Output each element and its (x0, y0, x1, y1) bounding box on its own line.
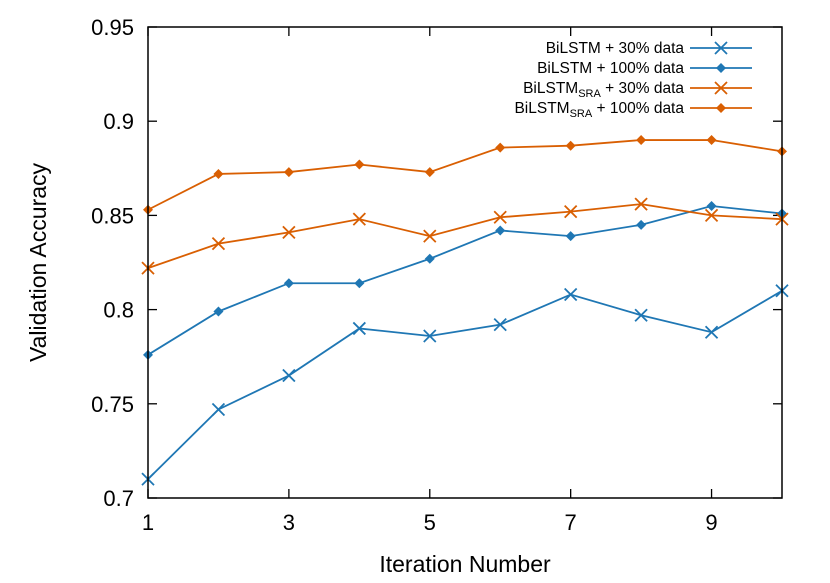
legend-marker (716, 103, 726, 113)
x-tick-label: 5 (424, 510, 436, 535)
data-point (283, 278, 294, 289)
data-point (213, 168, 224, 179)
y-axis-title: Validation Accuracy (25, 162, 51, 362)
x-tick-label: 1 (142, 510, 154, 535)
x-tick-label: 3 (283, 510, 295, 535)
legend-entry: BiLSTM + 30% data (546, 40, 752, 57)
data-point (354, 278, 365, 289)
y-tick-label: 0.8 (103, 298, 134, 323)
legend-label: BiLSTMSRA + 30% data (523, 80, 684, 100)
data-point (706, 135, 717, 146)
data-point (354, 159, 365, 170)
data-point (636, 135, 647, 146)
y-tick-label: 0.75 (91, 392, 134, 417)
data-point (282, 368, 296, 383)
data-point (704, 325, 719, 339)
data-point (634, 197, 648, 211)
legend-entry: BiLSTMSRA + 100% data (514, 100, 752, 120)
data-point (636, 219, 647, 230)
data-point (493, 318, 507, 332)
data-point (565, 140, 576, 151)
data-point (211, 402, 226, 417)
data-point (565, 231, 576, 242)
series-line (147, 203, 783, 270)
y-tick-label: 0.95 (91, 15, 134, 40)
legend-label: BiLSTM + 30% data (546, 40, 685, 57)
y-tick-label: 0.85 (91, 203, 134, 228)
series-line (147, 289, 783, 480)
y-tick-label: 0.7 (103, 486, 134, 511)
data-point (495, 225, 506, 236)
data-point (424, 253, 435, 264)
legend: BiLSTM + 30% data BiLSTM + 100% data BiLST… (514, 40, 752, 120)
data-point (493, 210, 507, 224)
legend-marker (714, 81, 728, 95)
data-point (283, 167, 294, 178)
legend-label: BiLSTM + 100% data (537, 60, 684, 77)
data-point (564, 204, 578, 219)
series-line (147, 205, 783, 356)
series-line (147, 139, 783, 211)
x-axis-title: Iteration Number (379, 551, 551, 577)
legend-entry: BiLSTMSRA + 30% data (523, 80, 752, 100)
data-point (634, 308, 648, 322)
data-point (423, 329, 437, 343)
data-point (495, 142, 506, 153)
data-point (213, 306, 224, 317)
data-point (423, 229, 437, 243)
series-2 (143, 200, 787, 360)
data-point (704, 208, 719, 223)
x-tick-label: 7 (565, 510, 577, 535)
series-4 (143, 135, 787, 215)
legend-entry: BiLSTM + 100% data (537, 60, 752, 77)
legend-marker (714, 41, 728, 55)
series-1 (141, 284, 789, 486)
data-point (352, 321, 366, 336)
data-point (564, 287, 578, 302)
data-point (282, 225, 296, 239)
legend-label: BiLSTMSRA + 100% data (514, 100, 684, 120)
legend-marker (716, 63, 726, 73)
data-point (424, 167, 435, 178)
data-point (706, 200, 717, 211)
plot-frame (147, 26, 783, 499)
series-group (141, 135, 789, 486)
data-point (211, 237, 226, 251)
data-point (352, 212, 366, 226)
series-3 (141, 197, 789, 275)
axis-ticks: 0.7 0.75 0.8 0.85 0.9 0.95 1 3 5 7 9 (91, 15, 782, 535)
x-tick-label: 9 (705, 510, 717, 535)
y-tick-label: 0.9 (103, 109, 134, 134)
